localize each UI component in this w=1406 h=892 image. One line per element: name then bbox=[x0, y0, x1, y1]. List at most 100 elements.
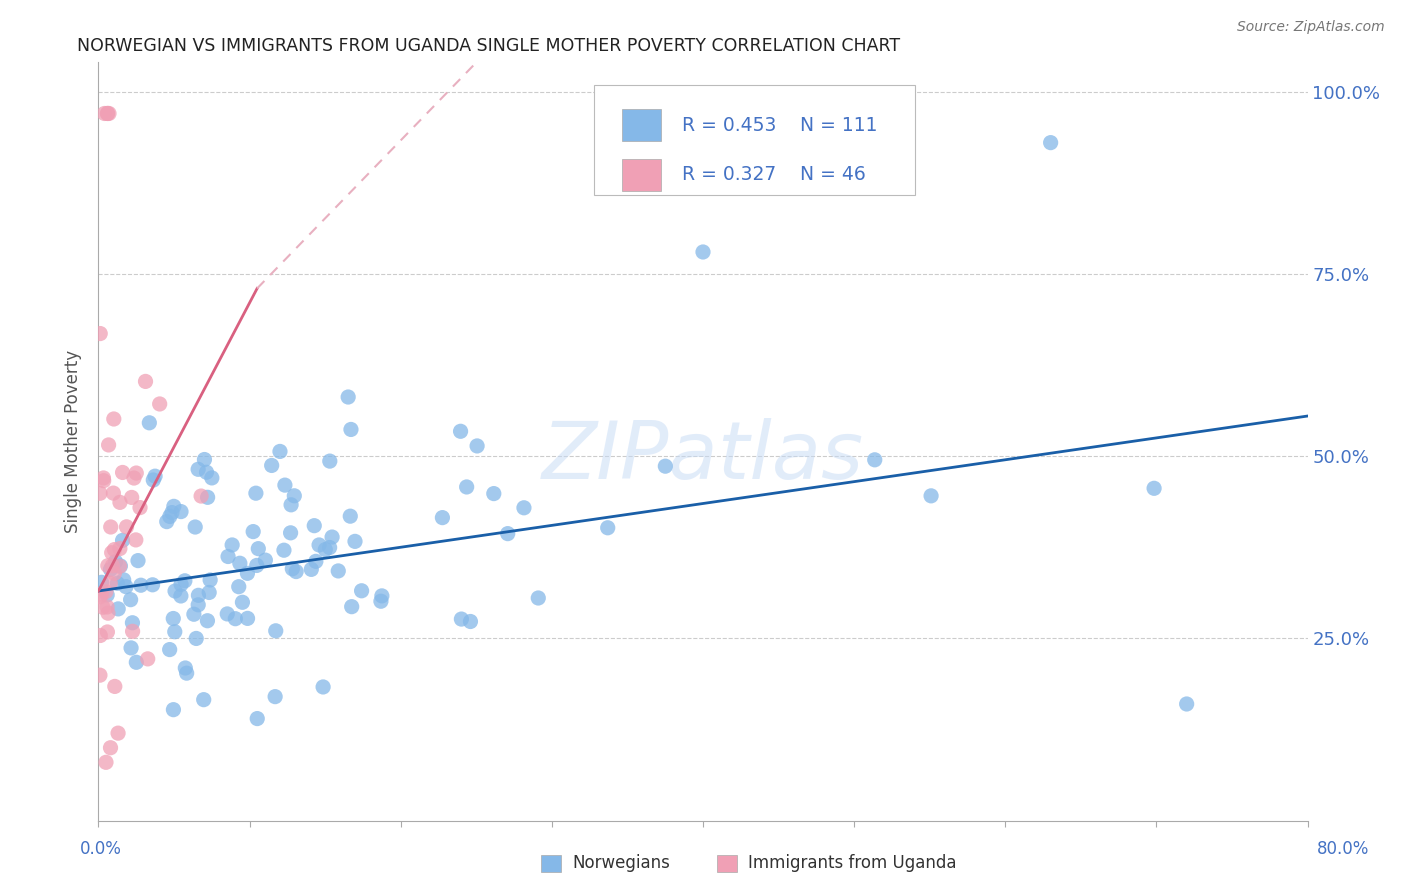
Point bbox=[108, 541, 131, 556]
Point bbox=[104, 680, 127, 694]
Point bbox=[115, 520, 138, 534]
Point bbox=[281, 562, 304, 576]
Point bbox=[91, 600, 114, 615]
Point bbox=[654, 459, 676, 474]
Point bbox=[100, 562, 122, 576]
Point bbox=[143, 469, 166, 483]
Point bbox=[193, 692, 215, 706]
Point bbox=[285, 565, 308, 579]
Point bbox=[254, 553, 277, 567]
Text: Source: ZipAtlas.com: Source: ZipAtlas.com bbox=[1237, 20, 1385, 34]
Point bbox=[190, 489, 212, 503]
Point bbox=[264, 690, 287, 704]
Point bbox=[217, 549, 239, 564]
Point bbox=[1175, 697, 1198, 711]
Point bbox=[162, 703, 184, 717]
Point bbox=[97, 558, 120, 573]
Point bbox=[159, 509, 181, 524]
Point bbox=[273, 543, 295, 558]
Point bbox=[142, 578, 165, 592]
Point bbox=[197, 614, 219, 628]
Point bbox=[187, 588, 209, 602]
Point bbox=[174, 661, 197, 675]
Point bbox=[107, 726, 129, 740]
Point bbox=[186, 632, 208, 646]
Point bbox=[100, 546, 122, 560]
Point bbox=[115, 580, 138, 594]
Point bbox=[90, 575, 112, 590]
Point bbox=[280, 525, 302, 540]
Point bbox=[89, 628, 111, 642]
Point bbox=[482, 486, 505, 500]
Point bbox=[111, 466, 134, 480]
Point bbox=[173, 574, 195, 588]
Point bbox=[129, 500, 152, 515]
Point bbox=[465, 439, 488, 453]
Point bbox=[121, 624, 143, 639]
Point bbox=[103, 412, 125, 426]
Point bbox=[187, 462, 209, 476]
Point bbox=[183, 607, 205, 622]
Point bbox=[142, 473, 165, 487]
Point bbox=[170, 577, 193, 591]
Point bbox=[107, 576, 129, 591]
Point bbox=[162, 611, 184, 625]
Point bbox=[280, 498, 302, 512]
Point bbox=[96, 624, 118, 639]
Point bbox=[125, 655, 148, 669]
Point bbox=[160, 506, 183, 520]
Point bbox=[221, 538, 243, 552]
Point bbox=[305, 554, 328, 568]
Point bbox=[236, 611, 259, 625]
Point bbox=[371, 589, 394, 603]
Point bbox=[460, 615, 482, 629]
Point bbox=[246, 558, 269, 573]
Point bbox=[108, 495, 131, 509]
Point bbox=[236, 566, 259, 581]
Point bbox=[319, 454, 342, 468]
Point bbox=[170, 505, 193, 519]
Point bbox=[283, 489, 305, 503]
Point bbox=[112, 573, 135, 587]
Point bbox=[103, 566, 125, 581]
Point bbox=[228, 580, 250, 594]
Point bbox=[195, 465, 218, 479]
Point bbox=[863, 452, 886, 467]
Point bbox=[111, 533, 134, 548]
Point bbox=[321, 530, 343, 544]
Point bbox=[103, 486, 125, 500]
Point bbox=[165, 584, 187, 599]
Point bbox=[159, 642, 181, 657]
Text: N = 111: N = 111 bbox=[800, 116, 877, 135]
Point bbox=[339, 509, 361, 524]
Point bbox=[187, 598, 209, 612]
Point bbox=[120, 592, 142, 607]
Point bbox=[156, 515, 179, 529]
Point bbox=[231, 595, 253, 609]
Point bbox=[312, 680, 335, 694]
Point bbox=[308, 538, 330, 552]
Point bbox=[125, 533, 148, 547]
Point bbox=[201, 471, 224, 485]
Point bbox=[100, 740, 122, 755]
Text: Norwegians: Norwegians bbox=[572, 855, 671, 872]
Point bbox=[224, 612, 246, 626]
Point bbox=[304, 518, 326, 533]
Point bbox=[198, 585, 221, 599]
Point bbox=[98, 106, 121, 120]
Point bbox=[920, 489, 942, 503]
Point bbox=[513, 500, 536, 515]
Point bbox=[527, 591, 550, 605]
Point bbox=[93, 106, 115, 120]
Point bbox=[97, 606, 120, 620]
Point bbox=[100, 520, 122, 534]
Point bbox=[90, 587, 112, 601]
Point bbox=[97, 438, 120, 452]
Point bbox=[596, 521, 619, 535]
Point bbox=[242, 524, 264, 539]
Text: R = 0.453: R = 0.453 bbox=[682, 116, 778, 135]
Point bbox=[103, 542, 125, 557]
Point bbox=[246, 712, 269, 726]
Point bbox=[260, 458, 283, 473]
Point bbox=[1039, 136, 1062, 150]
